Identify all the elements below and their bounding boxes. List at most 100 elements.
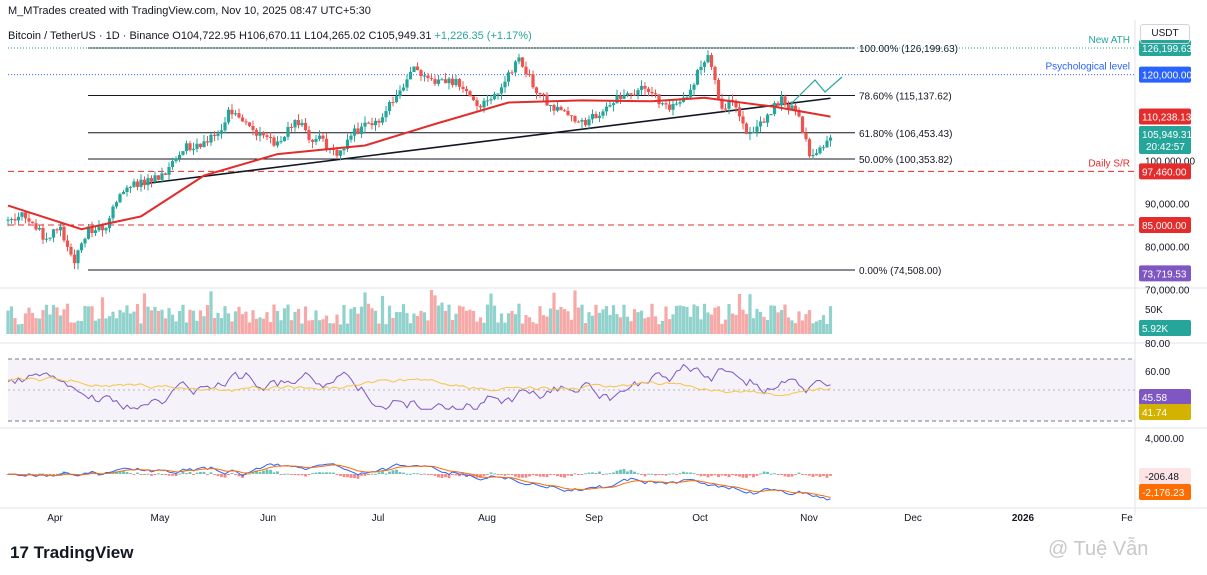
macd-histogram-bar: [472, 474, 475, 477]
volume-bar: [482, 322, 486, 334]
currency-button[interactable]: USDT: [1140, 24, 1190, 44]
volume-bar: [387, 305, 392, 334]
symbol-title[interactable]: Bitcoin / TetherUS · 1D · Binance: [8, 30, 170, 42]
volume-bar: [86, 306, 91, 334]
symbol-ohlc-row: Bitcoin / TetherUS · 1D · Binance O104,7…: [8, 30, 532, 42]
macd-histogram-bar: [612, 472, 615, 474]
volume-bar: [16, 324, 21, 334]
macd-histogram-bar: [794, 474, 797, 475]
macd-histogram-bar: [573, 473, 577, 475]
candle-body: [13, 219, 17, 221]
candle-body: [653, 93, 658, 95]
volume-bar: [573, 290, 577, 334]
macd-histogram-bar: [759, 473, 762, 475]
candle-body: [394, 96, 399, 103]
volume-bar: [520, 323, 525, 334]
candle-body: [576, 121, 581, 123]
macd-histogram-bar: [699, 474, 703, 477]
macd-histogram-bar: [678, 473, 682, 475]
volume-bar: [422, 312, 427, 334]
macd-histogram-bar: [360, 474, 363, 476]
volume-bar: [499, 313, 504, 334]
candle-body: [538, 92, 542, 95]
candle-body: [436, 79, 441, 84]
fib-label: 78.60% (115,137.62): [859, 92, 952, 103]
macd-histogram-bar: [696, 474, 699, 475]
candle-body: [268, 136, 273, 138]
volume-bar: [90, 306, 94, 334]
macd-histogram-bar: [724, 474, 727, 476]
volume-bar: [587, 312, 591, 334]
macd-histogram-bar: [489, 472, 493, 474]
macd-histogram-bar: [507, 473, 510, 475]
volume-bar: [702, 303, 707, 334]
candle-body: [233, 113, 238, 115]
candle-body: [44, 238, 49, 240]
macd-histogram-bar: [710, 474, 713, 477]
volume-bar: [352, 307, 357, 334]
candle-body: [821, 147, 826, 149]
macd-histogram-bar: [174, 474, 178, 477]
volume-bar: [454, 313, 458, 334]
candle-body: [247, 122, 252, 126]
macd-histogram-bar: [52, 474, 55, 475]
macd-histogram-bar: [682, 471, 685, 474]
macd-histogram-bar: [689, 472, 692, 474]
volume-bar: [177, 310, 182, 334]
volume-bar: [65, 303, 70, 334]
volume-bar: [419, 310, 423, 334]
macd-histogram-bar: [45, 474, 48, 476]
tradingview-logo[interactable]: ⁠17 TradingView: [10, 543, 134, 562]
price-change: +1,226.35 (+1.17%): [434, 30, 532, 42]
candle-body: [69, 246, 73, 255]
volume-bar: [188, 309, 192, 334]
level-name: New ATH: [1089, 35, 1131, 46]
candle-body: [240, 117, 245, 122]
candle-body: [51, 229, 56, 238]
macd-histogram-bar: [804, 474, 808, 475]
volume-last-label-bg: [1139, 320, 1191, 336]
candle-body: [111, 206, 115, 219]
macd-signal-label: -2,176.23: [1142, 488, 1185, 499]
macd-histogram-bar: [776, 474, 780, 475]
macd-histogram-bar: [181, 471, 185, 474]
macd-histogram-bar: [521, 474, 524, 478]
volume-bar: [786, 317, 791, 334]
level-badge: 120,000.00: [1142, 71, 1192, 82]
candle-body: [275, 141, 280, 146]
macd-histogram-bar: [755, 474, 759, 476]
macd-histogram-bar: [255, 470, 258, 474]
volume-bar: [303, 306, 308, 334]
volume-bar: [174, 321, 178, 334]
candle-body: [569, 115, 574, 117]
candle-body: [363, 122, 367, 127]
macd-histogram-bar: [325, 472, 328, 474]
candle-body: [198, 143, 203, 148]
macd-histogram-bar: [608, 473, 612, 475]
volume-bar: [457, 305, 462, 334]
volume-bar: [800, 320, 805, 334]
macd-histogram-bar: [283, 473, 286, 475]
volume-bar: [527, 317, 532, 334]
candle-body: [608, 105, 612, 107]
price-tick: 100,000.00: [1145, 157, 1195, 168]
candle-body: [555, 106, 560, 111]
macd-histogram-bar: [780, 474, 783, 475]
macd-histogram-bar: [524, 474, 528, 478]
macd-histogram-bar: [146, 473, 150, 475]
candle-body: [478, 105, 483, 108]
candle-body: [37, 227, 42, 230]
volume-bar: [97, 318, 101, 334]
volume-bar: [510, 311, 514, 334]
candle-body: [671, 104, 675, 110]
macd-histogram-bar: [388, 471, 391, 474]
candle-body: [548, 105, 553, 107]
macd-histogram-bar: [650, 473, 654, 475]
candle-body: [510, 72, 514, 74]
volume-bar: [9, 306, 14, 334]
macd-histogram-bar: [549, 474, 552, 475]
volume-bar: [716, 306, 721, 334]
volume-bar: [370, 308, 374, 334]
x-tick: Jun: [260, 513, 276, 524]
